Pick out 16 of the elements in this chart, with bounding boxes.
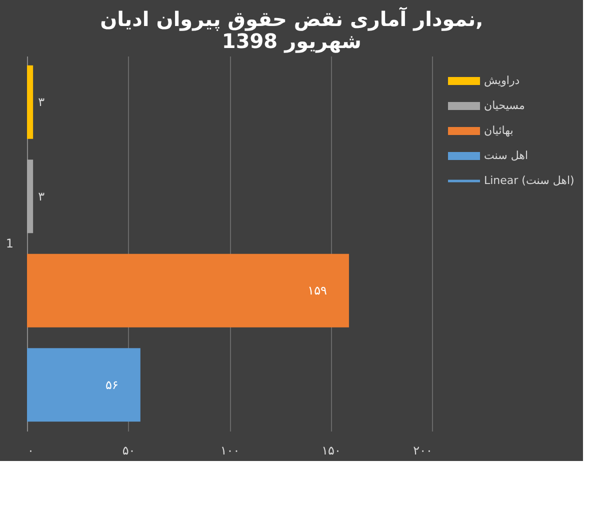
y-tick-label: 1 [6, 236, 14, 250]
text: نمودار آماری نقض حقوق پیروان ادیان, [100, 7, 484, 31]
data-label: ۱۵۹ [308, 284, 327, 298]
x-tick-label: ۱۰۰ [220, 444, 240, 458]
x-tick-label: ۲۰۰ [413, 444, 432, 458]
legend-label: Linear (اهل سنت) [484, 174, 574, 187]
data-label: ۵۶ [106, 378, 118, 392]
data-label: ۳ [38, 189, 46, 204]
data-label: ۳ [38, 95, 46, 110]
legend-label: بهائیان [484, 124, 514, 137]
x-tick-label: ۱۵۰ [322, 444, 341, 458]
x-tick-label: ۰ [28, 444, 34, 458]
legend-label: دراویش [484, 74, 520, 87]
legend-label: اهل سنت [484, 149, 528, 162]
x-tick-label: ۵۰ [122, 444, 136, 458]
legend-label: مسیحیان [484, 99, 525, 112]
